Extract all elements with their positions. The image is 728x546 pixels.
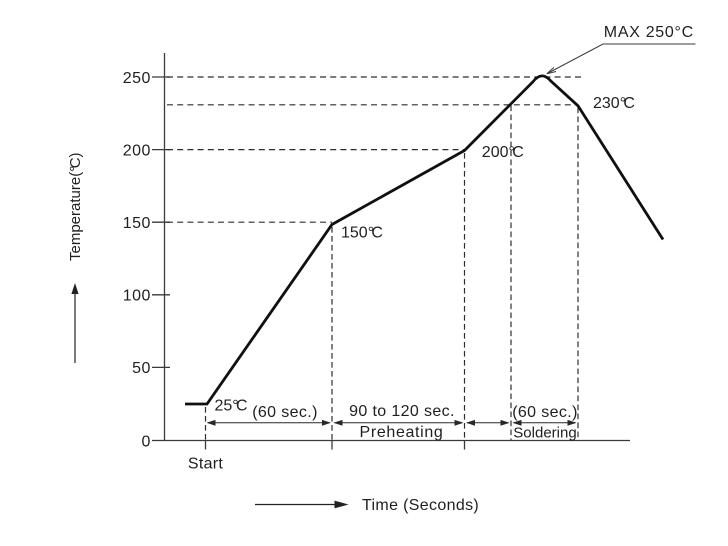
svg-text:150°C: 150°C — [341, 225, 383, 242]
svg-text:Preheating: Preheating — [360, 424, 444, 441]
svg-text:(60 sec.): (60 sec.) — [512, 404, 578, 421]
svg-text:25°C: 25°C — [215, 397, 248, 414]
svg-text:50: 50 — [132, 360, 151, 377]
svg-text:Start: Start — [188, 456, 224, 473]
svg-text:0: 0 — [141, 433, 150, 450]
svg-text:90 to 120 sec.: 90 to 120 sec. — [349, 403, 455, 420]
svg-text:MAX 250°C: MAX 250°C — [604, 24, 694, 41]
svg-text:200: 200 — [123, 142, 151, 159]
svg-text:Temperature(°C): Temperature(°C) — [67, 152, 84, 261]
svg-text:Time (Seconds): Time (Seconds) — [362, 497, 479, 514]
svg-text:250: 250 — [123, 70, 151, 87]
svg-text:230°C: 230°C — [593, 95, 635, 112]
svg-text:Soldering: Soldering — [513, 425, 576, 442]
svg-text:100: 100 — [123, 288, 151, 305]
svg-text:200°C: 200°C — [482, 144, 524, 161]
svg-text:150: 150 — [123, 215, 151, 232]
svg-text:(60 sec.): (60 sec.) — [252, 404, 318, 421]
